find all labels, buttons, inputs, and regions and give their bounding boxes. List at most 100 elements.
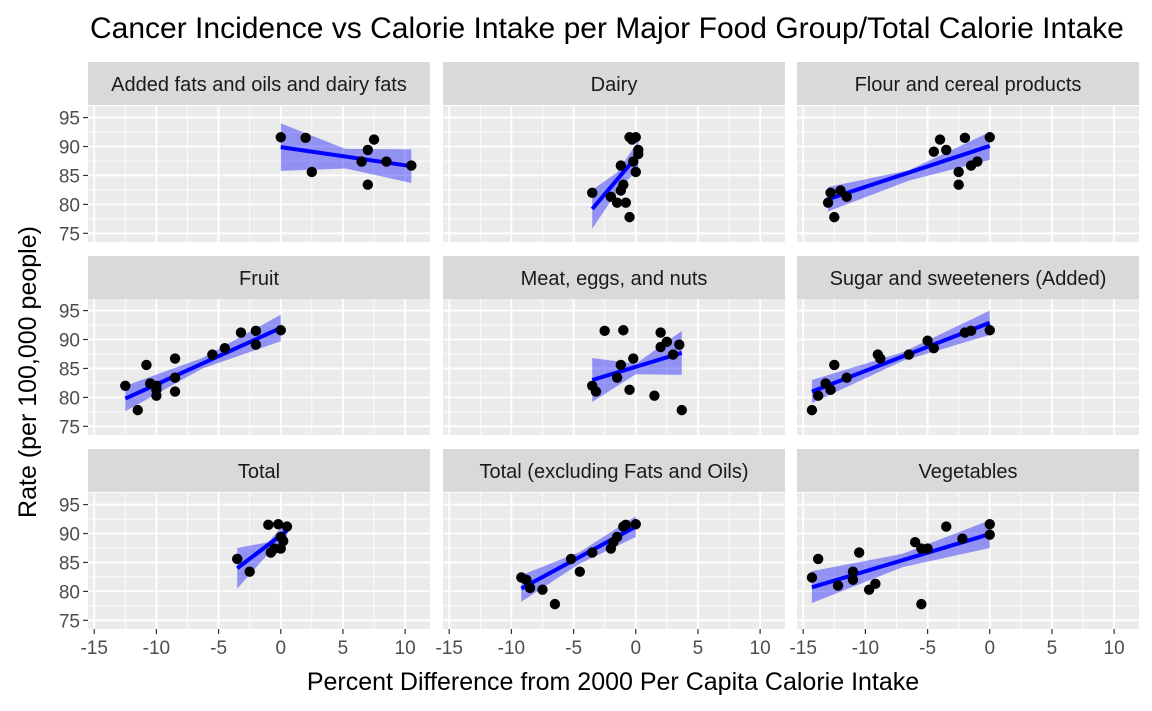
data-point — [870, 578, 881, 590]
x-tick-label: 10 — [750, 638, 771, 659]
data-point — [630, 166, 641, 178]
panel-background — [443, 106, 785, 242]
data-point — [649, 390, 660, 401]
data-point — [275, 325, 286, 336]
panel-background — [797, 106, 1139, 242]
data-point — [934, 134, 946, 145]
facet-strip — [443, 256, 785, 299]
data-point — [232, 553, 243, 565]
data-point — [521, 574, 532, 586]
data-point — [278, 535, 289, 547]
data-point — [841, 191, 852, 203]
data-point — [916, 598, 927, 610]
facet-strip — [797, 62, 1139, 105]
facet-strip — [797, 256, 1139, 299]
data-point — [306, 166, 318, 178]
y-tick-label: 90 — [59, 331, 80, 352]
data-point — [655, 327, 666, 338]
x-tick-label: -10 — [498, 638, 525, 659]
data-point — [984, 325, 995, 336]
y-tick-label: 80 — [59, 195, 80, 216]
x-tick-label: -5 — [565, 638, 582, 659]
y-tick-label: 80 — [59, 388, 80, 409]
facet-strip-label: Fruit — [239, 268, 279, 290]
x-axis-title: Percent Difference from 2000 Per Capita … — [307, 668, 919, 696]
data-point — [909, 536, 921, 548]
data-point — [250, 339, 262, 350]
data-point — [590, 386, 602, 397]
x-tick-label: -10 — [852, 638, 879, 659]
data-point — [587, 187, 598, 199]
y-tick-label: 90 — [59, 525, 80, 546]
data-point — [903, 349, 915, 360]
facet-strip-label: Total (excluding Fats and Oils) — [479, 461, 748, 483]
x-tick-label: -15 — [435, 638, 462, 659]
data-point — [368, 134, 380, 145]
facet-strip-label: Dairy — [591, 74, 638, 96]
data-point — [941, 521, 952, 532]
data-point — [618, 179, 629, 190]
data-point — [957, 533, 968, 544]
data-point — [825, 384, 836, 396]
data-point — [620, 197, 632, 208]
y-tick-label: 95 — [59, 496, 80, 517]
data-point — [207, 349, 218, 360]
facet-strip-label: Meat, eggs, and nuts — [521, 268, 708, 290]
data-point — [169, 386, 181, 397]
y-tick-label: 85 — [59, 359, 80, 380]
data-point — [169, 372, 181, 383]
data-point — [822, 197, 834, 208]
data-point — [661, 336, 673, 348]
data-point — [941, 144, 952, 156]
data-point — [806, 572, 818, 583]
data-point — [275, 132, 286, 143]
y-tick-label: 75 — [59, 417, 80, 438]
data-point — [273, 519, 284, 530]
y-tick-label: 95 — [59, 302, 80, 323]
y-tick-label: 90 — [59, 138, 80, 159]
x-tick-label: -5 — [210, 638, 227, 659]
y-tick-label: 80 — [59, 582, 80, 603]
data-point — [151, 390, 162, 401]
data-point — [151, 380, 162, 392]
y-tick-label: 75 — [59, 224, 80, 245]
facet-strip-label: Vegetables — [919, 461, 1018, 483]
data-point — [132, 404, 143, 416]
facet-strip-label: Sugar and sweeteners (Added) — [830, 268, 1107, 290]
data-point — [829, 359, 840, 371]
data-point — [235, 327, 247, 338]
data-point — [841, 372, 852, 383]
data-point — [611, 372, 623, 383]
panel-background — [443, 299, 785, 435]
facet-strip — [443, 449, 785, 492]
facet-dairy: Dairy — [443, 62, 785, 242]
data-point — [806, 404, 818, 416]
x-tick-label: 0 — [630, 638, 641, 659]
data-point — [984, 519, 995, 530]
data-point — [853, 547, 865, 558]
x-tick-label: 10 — [395, 638, 416, 659]
regression-line — [827, 144, 991, 202]
data-point — [984, 529, 995, 540]
data-point — [362, 144, 374, 156]
data-point — [281, 521, 293, 532]
data-point — [674, 339, 685, 350]
data-point — [611, 197, 623, 208]
panel-background — [88, 493, 430, 629]
data-point — [922, 543, 933, 554]
facet-strip — [88, 62, 430, 105]
y-tick-label: 85 — [59, 553, 80, 574]
data-point — [263, 519, 274, 531]
data-point — [835, 185, 846, 196]
data-point — [169, 353, 181, 364]
data-point — [219, 342, 230, 354]
x-tick-label: -5 — [919, 638, 936, 659]
data-point — [829, 211, 840, 223]
x-tick-label: 0 — [275, 638, 286, 659]
data-point — [847, 574, 859, 586]
x-tick-label: -15 — [789, 638, 816, 659]
data-point — [628, 156, 639, 167]
facet-total-excluding-fats-and-oils: Total (excluding Fats and Oils) -15 -10 -5 0… — [435, 449, 785, 659]
data-point — [120, 380, 131, 392]
